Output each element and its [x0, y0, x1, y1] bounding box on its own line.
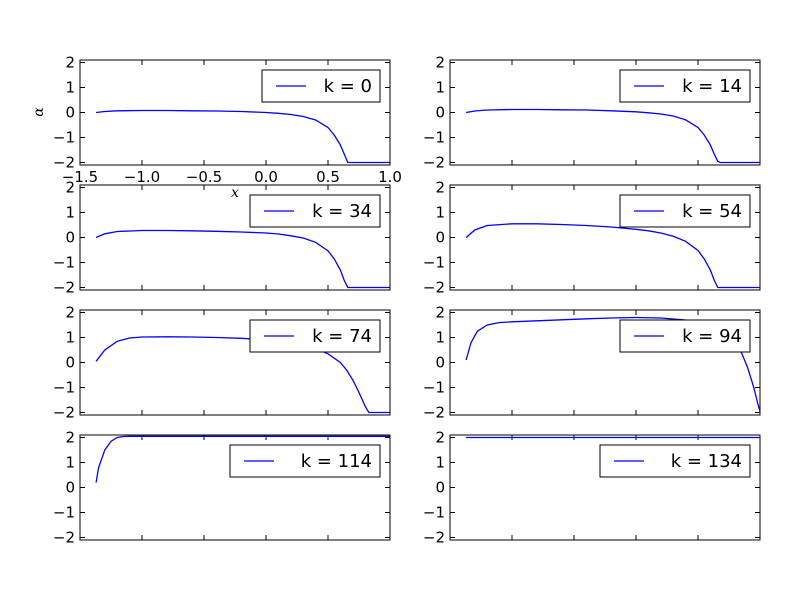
- y-tick-label: 0: [65, 229, 75, 247]
- series-line: [465, 108, 760, 164]
- y-tick-label: 2: [65, 54, 75, 72]
- y-tick-label: −2: [423, 529, 445, 547]
- x-tick-label: −0.5: [186, 168, 222, 186]
- axes-frame: [79, 434, 391, 541]
- y-tick-label: 2: [435, 429, 445, 447]
- y-tick-label: 0: [435, 229, 445, 247]
- y-tick-label: 0: [435, 479, 445, 497]
- y-tick-label: −2: [53, 404, 75, 422]
- y-tick-label: 1: [435, 204, 445, 222]
- legend-label: k = 94: [682, 326, 742, 347]
- y-tick-label: 0: [65, 354, 75, 372]
- series-line: [95, 229, 390, 289]
- series-line: [465, 316, 760, 412]
- y-tick-label: 2: [435, 304, 445, 322]
- y-tick-label: 1: [435, 454, 445, 472]
- x-tick-label: −1.0: [124, 168, 160, 186]
- legend-label: k = 114: [301, 451, 372, 472]
- y-tick-label: 1: [65, 204, 75, 222]
- subplot-k14: −2 −1 0 1 2 k = 14: [423, 54, 761, 172]
- y-tick-label: −1: [53, 254, 75, 272]
- subplot-k134: −2 −1 0 1 2 k = 134: [423, 429, 761, 547]
- subplot-k114: −2 −1 0 1 2 k = 114: [53, 429, 391, 547]
- legend-label: k = 134: [671, 451, 742, 472]
- legend: k = 34: [249, 194, 381, 228]
- y-tick-label: 2: [65, 304, 75, 322]
- y-tick-label: 2: [65, 429, 75, 447]
- axes-frame: [79, 309, 391, 416]
- subplot-k74: −2 −1 0 1 2 k = 74: [53, 304, 391, 422]
- series-line: [95, 435, 390, 483]
- y-tick-label: −2: [53, 154, 75, 172]
- y-tick-label: 0: [435, 354, 445, 372]
- legend: k = 94: [619, 319, 751, 353]
- y-tick-label: −1: [423, 504, 445, 522]
- y-tick-label: −1: [53, 379, 75, 397]
- y-tick-label: −1: [423, 254, 445, 272]
- subplot-k54: −2 −1 0 1 2 k = 54: [423, 179, 761, 297]
- legend-label: k = 14: [682, 76, 742, 97]
- y-tick-label: 0: [65, 104, 75, 122]
- y-tick-label: −1: [423, 379, 445, 397]
- axes-frame: [449, 309, 761, 416]
- y-tick-label: −1: [53, 129, 75, 147]
- y-axis-label: α: [31, 107, 47, 117]
- axes-frame: [79, 59, 391, 166]
- legend: k = 114: [229, 444, 381, 478]
- y-tick-label: 1: [435, 329, 445, 347]
- subplot-k94: −2 −1 0 1 2 k = 94: [423, 304, 761, 422]
- y-tick-label: 1: [65, 79, 75, 97]
- y-tick-label: −2: [53, 529, 75, 547]
- y-tick-label: −2: [53, 279, 75, 297]
- y-tick-label: −1: [53, 504, 75, 522]
- y-tick-label: −2: [423, 404, 445, 422]
- y-tick-label: −2: [423, 279, 445, 297]
- legend-label: k = 54: [682, 201, 742, 222]
- y-tick-label: 2: [435, 54, 445, 72]
- y-tick-label: 0: [65, 479, 75, 497]
- legend-label: k = 34: [312, 201, 372, 222]
- x-axis-label: x: [231, 185, 239, 201]
- legend: k = 14: [619, 69, 751, 103]
- series-line: [465, 223, 760, 289]
- y-tick-label: 0: [435, 104, 445, 122]
- subplot-k0: −2 −1 0 1 2 −1.5 −1.0 −0.5 0.0 0.5 1.0 k = 0: [53, 54, 402, 187]
- y-tick-label: 1: [65, 329, 75, 347]
- legend: k = 134: [599, 444, 751, 478]
- series-line: [96, 109, 390, 164]
- axes-frame: [79, 184, 391, 291]
- axes-frame: [449, 434, 761, 541]
- y-tick-label: 2: [435, 179, 445, 197]
- x-tick-label: 0.0: [254, 168, 278, 186]
- y-tick-label: 1: [435, 79, 445, 97]
- x-tick-label: 1.0: [378, 168, 402, 186]
- x-tick-label: −1.5: [62, 168, 98, 186]
- legend: k = 0: [261, 69, 381, 103]
- legend: k = 74: [249, 319, 381, 353]
- y-tick-label: 2: [65, 179, 75, 197]
- legend-label: k = 0: [324, 76, 372, 97]
- y-tick-label: 1: [65, 454, 75, 472]
- subplot-k34: −2 −1 0 1 2 k = 34: [53, 179, 391, 297]
- y-tick-label: −1: [423, 129, 445, 147]
- legend: k = 54: [619, 194, 751, 228]
- axes-frame: [449, 184, 761, 291]
- y-tick-label: −2: [423, 154, 445, 172]
- x-tick-label: 0.5: [316, 168, 340, 186]
- legend-label: k = 74: [312, 326, 372, 347]
- axes-frame: [449, 59, 761, 166]
